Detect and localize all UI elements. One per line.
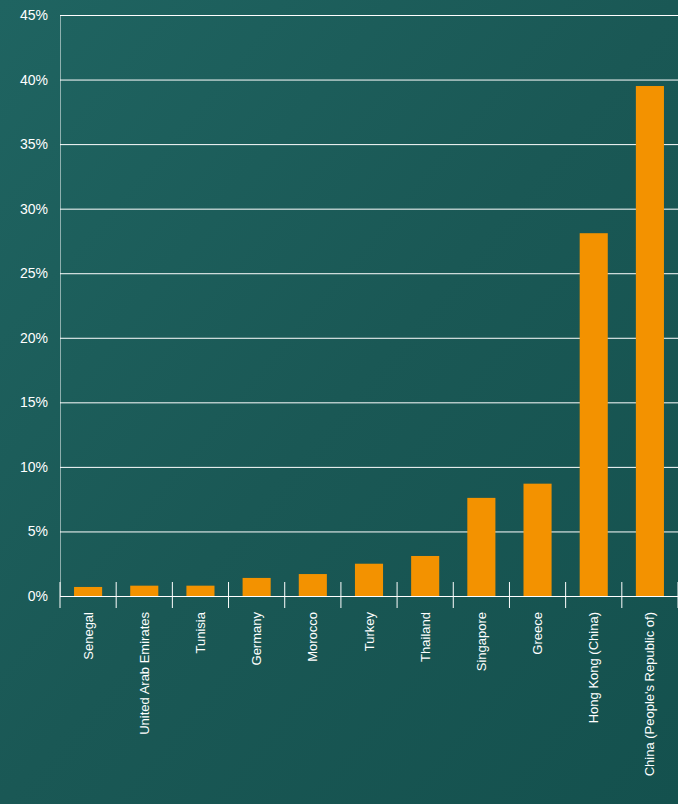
category-separator <box>228 582 229 608</box>
x-tick: Senegal <box>81 596 96 660</box>
y-tick: 20% <box>20 330 678 346</box>
x-tick: Turkey <box>362 596 377 651</box>
bar <box>467 498 495 596</box>
bar <box>74 587 102 596</box>
grid-line <box>60 144 678 145</box>
x-tick: Hong Kong (China) <box>586 596 601 723</box>
y-tick-label: 0% <box>28 588 48 604</box>
x-tick-label: Greece <box>530 612 545 655</box>
category-separator <box>60 582 61 608</box>
x-tick: Thailand <box>418 596 433 662</box>
x-tick: Singapore <box>474 596 489 671</box>
category-separator <box>509 582 510 608</box>
y-tick: 25% <box>20 265 678 281</box>
y-tick-label: 30% <box>20 201 48 217</box>
x-tick: United Arab Emirates <box>137 596 152 735</box>
category-separators <box>60 582 678 608</box>
y-tick: 45% <box>20 7 678 23</box>
y-axis-line <box>60 16 61 597</box>
bar <box>186 586 214 596</box>
x-tick-label: Tunisia <box>193 611 208 653</box>
x-tick-label: Singapore <box>474 612 489 671</box>
bar <box>355 564 383 596</box>
background <box>0 0 678 804</box>
category-separator <box>284 582 285 608</box>
bar <box>411 556 439 596</box>
x-tick-label: Morocco <box>305 612 320 662</box>
x-tick: China (People's Republic of) <box>642 596 657 776</box>
category-separator <box>116 582 117 608</box>
bar <box>524 484 552 596</box>
grid-line <box>60 209 678 210</box>
y-tick-label: 15% <box>20 394 48 410</box>
y-tick-label: 35% <box>20 136 48 152</box>
y-tick: 15% <box>20 394 678 410</box>
y-tick-label: 10% <box>20 459 48 475</box>
x-axis: Senegal United Arab Emirates Tunisia German… <box>61 596 678 776</box>
y-tick: 10% <box>20 459 678 475</box>
bar <box>243 578 271 596</box>
y-tick-label: 25% <box>20 265 48 281</box>
category-separator <box>340 582 341 608</box>
category-separator <box>453 582 454 608</box>
category-separator <box>397 582 398 608</box>
y-tick: 40% <box>20 72 678 88</box>
x-tick: Tunisia <box>193 596 208 653</box>
x-tick: Morocco <box>305 596 320 662</box>
chart: 0% 5% 10% 15% 20% 25% 30% 35% 40% 45% Senegal Unite… <box>0 0 678 804</box>
y-tick-label: 40% <box>20 72 48 88</box>
x-tick-label: United Arab Emirates <box>137 612 152 735</box>
x-tick-label: Hong Kong (China) <box>586 612 601 723</box>
bar <box>130 586 158 596</box>
grid-line <box>60 15 678 16</box>
x-tick: Germany <box>249 596 264 665</box>
x-tick-label: Turkey <box>362 612 377 652</box>
y-tick-label: 45% <box>20 7 48 23</box>
category-separator <box>172 582 173 608</box>
y-tick-label: 20% <box>20 330 48 346</box>
bars <box>74 86 664 596</box>
y-tick: 35% <box>20 136 678 152</box>
x-tick-label: Thailand <box>418 612 433 662</box>
x-tick-label: Germany <box>249 612 264 666</box>
x-tick-label: Senegal <box>81 612 96 660</box>
y-tick: 30% <box>20 201 678 217</box>
bar <box>636 86 664 596</box>
x-tick-label: China (People's Republic of) <box>642 612 657 776</box>
y-tick-label: 5% <box>28 523 48 539</box>
category-separator <box>621 582 622 608</box>
grid-line <box>60 80 678 81</box>
bar <box>299 574 327 596</box>
x-tick: Greece <box>530 596 545 655</box>
grid-line <box>60 596 678 597</box>
x-axis-line <box>61 596 678 597</box>
bar <box>580 233 608 596</box>
category-separator <box>565 582 566 608</box>
y-axis: 0% 5% 10% 15% 20% 25% 30% 35% 40% 45% <box>20 7 678 604</box>
